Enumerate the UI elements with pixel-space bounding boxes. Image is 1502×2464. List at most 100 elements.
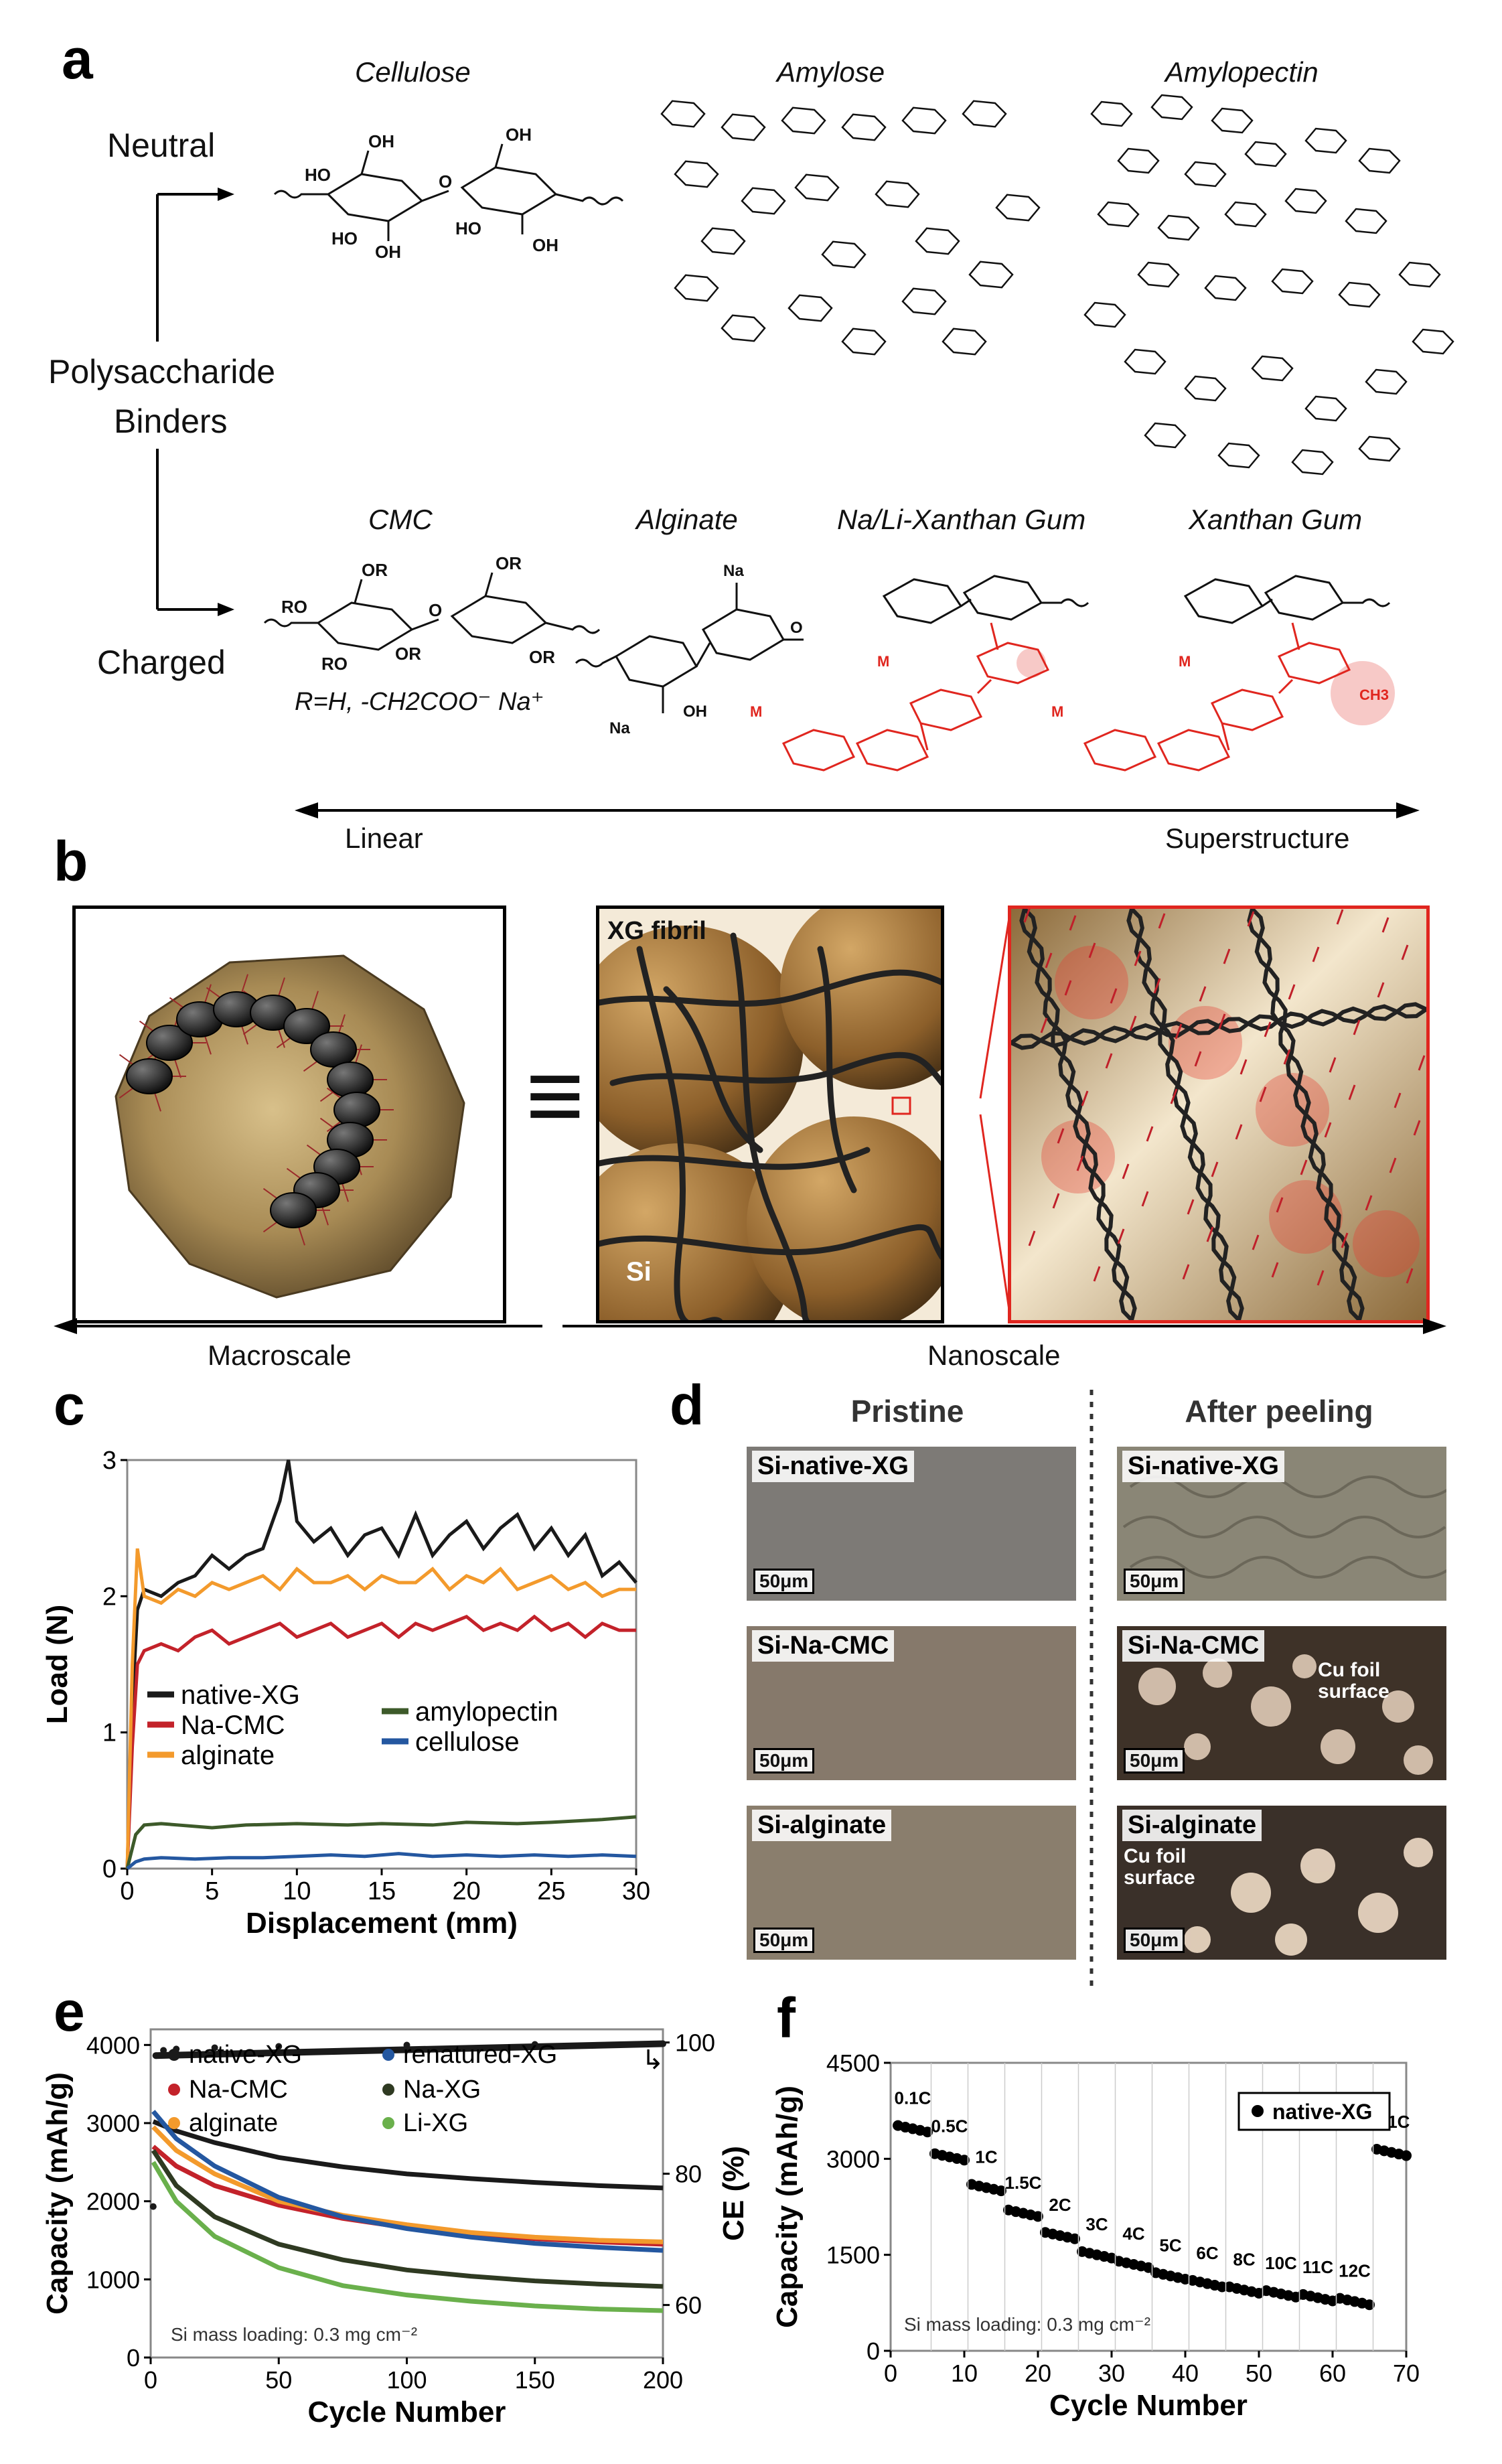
y-tick-label: 3 xyxy=(102,1447,117,1475)
macroscale-label: Macroscale xyxy=(208,1339,352,1371)
pristine-alginate-image: Si-alginate 50μm xyxy=(747,1806,1076,1960)
y-axis-label: Capacity (mAh/g) xyxy=(41,2072,74,2315)
alginate-na-1: Na xyxy=(723,562,744,580)
na-li-xanthan-structure: M M xyxy=(750,575,1090,772)
polysaccharide-label: Polysaccharide xyxy=(48,353,276,390)
x-tick-label: 10 xyxy=(283,1877,311,1905)
rate-point xyxy=(996,2185,1006,2197)
x-tick-label: 0 xyxy=(144,2366,157,2394)
pristine-native-xg-label: Si-native-XG xyxy=(752,1451,914,1482)
si-particle-illustration xyxy=(115,954,465,1299)
pristine-native-xg-image: Si-native-XG 50μm xyxy=(747,1447,1076,1601)
peeled-native-xg-scale: 50μm xyxy=(1124,1569,1185,1594)
pristine-na-cmc-image: Si-Na-CMC 50μm xyxy=(747,1626,1076,1780)
series-line-renatured-XG xyxy=(151,2110,664,2253)
legend-marker xyxy=(168,2117,180,2129)
y-tick-label: 0 xyxy=(102,1855,117,1883)
cellulose-oh-4: OH xyxy=(532,235,558,255)
charged-label: Charged xyxy=(97,644,226,681)
x-tick-label: 20 xyxy=(453,1877,481,1905)
series-line-alginate xyxy=(125,1548,636,1869)
cmc-o-link: O xyxy=(429,600,442,620)
cmc-or-1: OR xyxy=(362,560,388,580)
peeled-na-cmc-image: Si-Na-CMC Cu foil surface 50μm xyxy=(1117,1626,1446,1780)
peeled-alginate-image: Si-alginate Cu foil surface 50μm xyxy=(1117,1806,1446,1960)
classification-bracket xyxy=(156,188,234,616)
x-tick-label: 0 xyxy=(120,1877,134,1905)
pristine-alginate-label: Si-alginate xyxy=(752,1810,892,1841)
legend-marker xyxy=(168,2049,180,2061)
column-divider xyxy=(1090,1390,1094,1986)
neutral-label: Neutral xyxy=(107,127,216,164)
alginate-na-2: Na xyxy=(609,719,630,737)
series-line-cellulose xyxy=(126,1852,637,1870)
xanthan-name: Xanthan Gum xyxy=(1189,504,1363,535)
rate-label: 0.5C xyxy=(931,2116,968,2136)
cellulose-name: Cellulose xyxy=(355,56,471,88)
y-tick-label: 2000 xyxy=(86,2188,140,2216)
pristine-alginate-scale: 50μm xyxy=(753,1928,815,1953)
x-tick-label: 25 xyxy=(537,1877,565,1905)
nanoscale-label: Nanoscale xyxy=(927,1339,1061,1371)
cmc-or-4: OR xyxy=(529,647,555,667)
legend-label: native-XG xyxy=(1272,2100,1372,2124)
panel-d-letter: d xyxy=(670,1374,704,1437)
x-tick-label: 20 xyxy=(1025,2360,1051,2387)
pristine-native-xg-scale: 50μm xyxy=(753,1569,815,1594)
legend-marker xyxy=(1252,2105,1264,2117)
cmc-or-3: OR xyxy=(496,556,522,573)
rate-label: 4C xyxy=(1122,2224,1144,2244)
amylopectin-name: Amylopectin xyxy=(1165,56,1319,88)
ce-point xyxy=(160,2047,167,2054)
pristine-heading: Pristine xyxy=(850,1394,964,1429)
rate-label: 1.5C xyxy=(1005,2173,1042,2193)
cellulose-oh-3: OH xyxy=(506,127,532,145)
legend-label: native-XG xyxy=(181,1680,300,1710)
y-tick-label: 1500 xyxy=(826,2242,880,2269)
y-tick-label: 3000 xyxy=(86,2110,140,2137)
legend-label: alginate xyxy=(189,2109,278,2137)
macroscale-particle-frame xyxy=(72,905,506,1323)
x-tick-label: 10 xyxy=(951,2360,978,2387)
legend-label: alginate xyxy=(181,1741,275,1770)
y-tick-label: 3000 xyxy=(826,2145,880,2173)
x-tick-label: 30 xyxy=(1098,2360,1125,2387)
y2-axis-label: CE (%) xyxy=(717,2146,750,2241)
plot-frame xyxy=(126,1459,637,1870)
panel-c-letter: c xyxy=(54,1374,85,1437)
rate-point xyxy=(1401,2150,1412,2161)
macro-nano-arrows xyxy=(54,1318,1446,1334)
pristine-na-cmc-label: Si-Na-CMC xyxy=(752,1630,895,1662)
cellulose-oh-1: OH xyxy=(368,131,394,151)
xg-helix-detail-frame xyxy=(1008,905,1430,1323)
series-line-Na-XG xyxy=(151,2149,664,2289)
linear-label: Linear xyxy=(345,822,423,854)
x-tick-label: 100 xyxy=(386,2366,427,2394)
ce-point xyxy=(149,2203,157,2210)
y-tick-label: 0 xyxy=(127,2344,140,2372)
x-axis-label: Cycle Number xyxy=(1049,2389,1248,2422)
plot-frame xyxy=(889,2061,1408,2352)
rate-point xyxy=(959,2155,970,2166)
rate-label: 5C xyxy=(1159,2235,1181,2255)
peeled-na-cmc-texture xyxy=(1138,1654,1433,1775)
rate-capability-chart: 0 10 20 30 40 50 60 70 0 1500 3000 4500 Cycle Number… xyxy=(771,2049,1420,2422)
x-tick-label: 0 xyxy=(884,2360,897,2387)
peeled-alginate-texture xyxy=(1184,1838,1433,1956)
linear-superstructure-arrow xyxy=(295,802,1420,818)
cu-foil-note-2: Cu foil surface xyxy=(1124,1845,1195,1889)
cellulose-structure: HO OH HO OH O OH OH HO xyxy=(273,127,624,261)
amylose-structure xyxy=(660,100,1041,356)
cellulose-ho-1: HO xyxy=(305,165,331,185)
y-axis-label: Load (N) xyxy=(41,1605,74,1724)
series-line-Li-XG xyxy=(151,2161,664,2313)
cellulose-ho-3: HO xyxy=(455,218,481,238)
x-tick-label: 5 xyxy=(205,1877,219,1905)
legend-box xyxy=(1237,2092,1391,2131)
panel-a-letter: a xyxy=(62,27,93,90)
peeled-alginate-scale: 50μm xyxy=(1124,1928,1185,1953)
rate-point xyxy=(1364,2299,1375,2311)
legend-label: Li-XG xyxy=(403,2109,468,2137)
legend-label: Na-CMC xyxy=(189,2076,288,2104)
cmc-or-2: OR xyxy=(395,644,421,664)
